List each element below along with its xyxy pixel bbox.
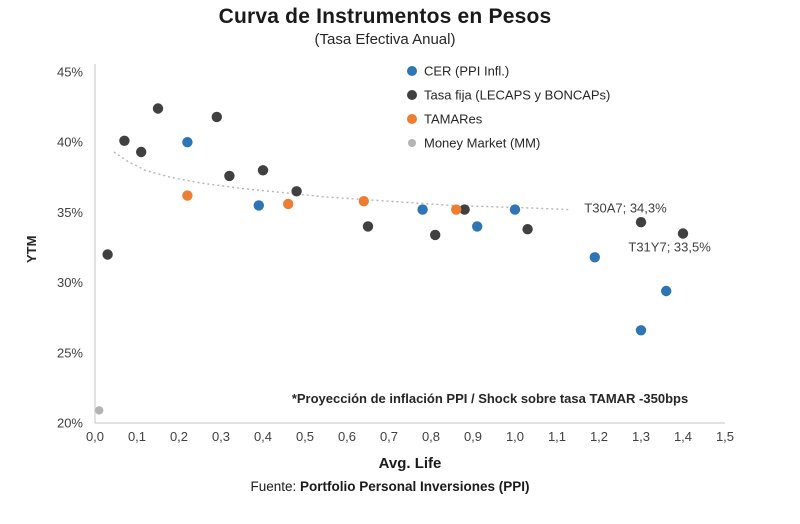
point-tamares — [358, 196, 369, 207]
point-cer — [253, 200, 264, 211]
point-tasa-fija — [430, 229, 441, 241]
x-tick-label: 1,4 — [674, 429, 692, 444]
point-cer — [635, 325, 647, 336]
point-tamares — [182, 190, 193, 201]
legend-label-money-market: Money Market (MM) — [424, 136, 540, 151]
point-tasa-fija — [136, 146, 147, 158]
point-tasa-fija — [102, 249, 113, 260]
source-line: Fuente: Portfolio Personal Inversiones (… — [0, 479, 780, 494]
point-tasa-fija — [119, 135, 130, 146]
legend-label-tamares: TAMARes — [424, 112, 483, 127]
point-tasa-fija — [635, 217, 647, 228]
x-tick-label: 0,6 — [338, 429, 356, 444]
x-tick-label: 0,3 — [212, 429, 230, 444]
footnote: *Proyección de inflación PPI / Shock sob… — [291, 391, 689, 406]
source-name: Portfolio Personal Inversiones (PPI) — [299, 479, 530, 494]
point-tamares — [451, 204, 462, 215]
x-tick-label: 0,9 — [464, 429, 482, 444]
point-tasa-fija — [362, 221, 374, 232]
y-tick-label: 30% — [57, 275, 83, 290]
point-cer — [417, 204, 428, 215]
point-tasa-fija — [291, 186, 302, 197]
point-cer — [182, 137, 193, 148]
y-tick-label: 45% — [57, 65, 83, 80]
x-tick-label: 0,1 — [128, 429, 146, 444]
x-tick-label: 0,8 — [422, 429, 440, 444]
point-cer — [472, 221, 483, 232]
x-tick-label: 1,2 — [590, 429, 608, 444]
chart-title: Curva de Instrumentos en Pesos — [218, 5, 552, 28]
legend-marker-money-market — [408, 139, 416, 147]
point-tasa-fija — [152, 103, 164, 114]
point-tamares — [283, 198, 294, 210]
x-tick-label: 1,1 — [548, 429, 566, 444]
x-tick-label: 1,0 — [506, 429, 524, 444]
source-prefix: Fuente: — [250, 479, 300, 494]
x-tick-label: 1,3 — [632, 429, 650, 444]
legend-marker-tamares — [407, 114, 417, 124]
scatter-plot: 20% 25% 30% 35% 40% 45% 0,0 0,1 0,2 0,3 0,4 0,5 0,6 0… — [57, 64, 734, 445]
chart-subtitle: (Tasa Efectiva Anual) — [314, 31, 456, 48]
y-tick-label: 25% — [57, 345, 83, 360]
point-cer — [589, 252, 600, 263]
point-cer — [509, 204, 521, 215]
y-tick-label: 20% — [57, 416, 83, 431]
point-tasa-fija — [257, 165, 269, 176]
x-tick-label: 1,5 — [716, 429, 734, 444]
legend-marker-cer — [407, 66, 417, 76]
x-tick-label: 0,4 — [254, 429, 272, 444]
point-money-market — [95, 406, 104, 415]
trendline — [113, 151, 570, 211]
y-tick-label: 40% — [57, 135, 83, 150]
x-tick-label: 0,5 — [296, 429, 314, 444]
legend-label-tasa-fija: Tasa fija (LECAPS y BONCAPs) — [424, 88, 610, 103]
legend-marker-tasa-fija — [407, 90, 417, 100]
x-tick-label: 0,0 — [86, 429, 104, 444]
annotation: T30A7; 34,3% — [584, 201, 667, 216]
x-tick-label: 0,2 — [170, 429, 188, 444]
point-tasa-fija — [224, 170, 235, 182]
point-tasa-fija — [459, 204, 470, 215]
y-tick-label: 35% — [57, 205, 83, 220]
point-cer — [661, 285, 672, 297]
x-axis-title: Avg. Life — [378, 455, 442, 472]
legend-label-cer: CER (PPI Infl.) — [424, 64, 509, 79]
point-tasa-fija — [522, 224, 533, 235]
point-tasa-fija — [677, 228, 689, 239]
x-tick-label: 0,7 — [380, 429, 398, 444]
annotation: T31Y7; 33,5% — [628, 239, 711, 254]
point-tasa-fija — [211, 111, 222, 123]
